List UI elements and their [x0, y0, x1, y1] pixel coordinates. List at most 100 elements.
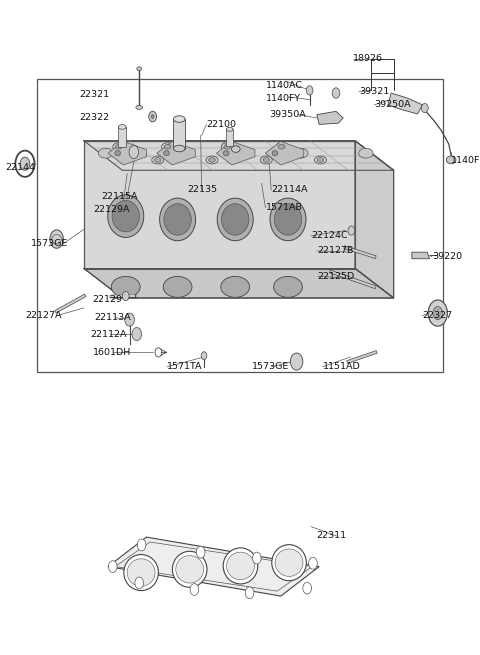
Ellipse shape [276, 143, 288, 151]
Circle shape [428, 300, 447, 326]
Ellipse shape [263, 158, 270, 162]
Ellipse shape [98, 148, 113, 158]
Ellipse shape [224, 144, 231, 149]
Text: 22129: 22129 [92, 295, 122, 304]
Polygon shape [157, 141, 195, 165]
Bar [37, 79, 443, 372]
Text: 22327: 22327 [422, 311, 453, 320]
Ellipse shape [221, 204, 249, 235]
Ellipse shape [227, 552, 254, 580]
Ellipse shape [260, 156, 272, 164]
Ellipse shape [274, 276, 302, 297]
Ellipse shape [127, 559, 155, 586]
Circle shape [15, 151, 35, 177]
Ellipse shape [272, 545, 306, 581]
Circle shape [149, 111, 156, 122]
Circle shape [290, 353, 303, 370]
Text: 22112A: 22112A [90, 329, 127, 339]
Polygon shape [317, 111, 343, 124]
Ellipse shape [278, 144, 285, 149]
Circle shape [332, 88, 340, 98]
Circle shape [155, 348, 162, 357]
Ellipse shape [164, 204, 191, 235]
Ellipse shape [164, 151, 169, 156]
Ellipse shape [231, 146, 240, 153]
Circle shape [306, 86, 313, 95]
Polygon shape [108, 141, 146, 165]
Text: 39220: 39220 [432, 252, 462, 261]
Circle shape [245, 587, 254, 599]
Ellipse shape [162, 143, 174, 151]
Polygon shape [108, 537, 319, 596]
Text: 18926: 18926 [353, 54, 383, 64]
Ellipse shape [270, 198, 306, 240]
Ellipse shape [294, 148, 308, 158]
Text: 22124C: 22124C [311, 231, 348, 240]
Polygon shape [355, 141, 394, 298]
Text: 1140AC: 1140AC [266, 81, 303, 90]
Circle shape [132, 328, 142, 341]
Circle shape [309, 557, 317, 569]
Text: 1571TA: 1571TA [167, 362, 203, 371]
Circle shape [108, 561, 117, 572]
Text: 1573GE: 1573GE [31, 239, 69, 248]
Ellipse shape [155, 158, 161, 162]
Ellipse shape [359, 148, 373, 158]
Text: 1140FY: 1140FY [266, 94, 301, 103]
Text: 22125D: 22125D [318, 272, 355, 281]
Ellipse shape [124, 555, 158, 591]
Text: 22135: 22135 [187, 185, 217, 195]
Ellipse shape [223, 548, 258, 584]
Circle shape [196, 546, 205, 558]
Ellipse shape [173, 145, 185, 152]
Ellipse shape [113, 143, 125, 151]
Text: 39250A: 39250A [374, 100, 411, 109]
Ellipse shape [111, 276, 140, 297]
Circle shape [252, 552, 261, 564]
Circle shape [303, 582, 312, 594]
Circle shape [20, 157, 30, 170]
Circle shape [151, 115, 154, 119]
Circle shape [122, 291, 129, 301]
Bar [173, 119, 185, 149]
Ellipse shape [314, 156, 326, 164]
Circle shape [433, 307, 443, 320]
Polygon shape [216, 141, 255, 165]
Text: 22321: 22321 [79, 90, 109, 100]
Bar [226, 129, 233, 145]
Ellipse shape [272, 151, 278, 156]
Ellipse shape [275, 549, 303, 576]
Bar [119, 127, 126, 147]
Circle shape [190, 584, 199, 595]
Text: 22129A: 22129A [94, 205, 130, 214]
Ellipse shape [137, 67, 142, 71]
Polygon shape [388, 93, 422, 114]
Ellipse shape [115, 144, 122, 149]
Ellipse shape [119, 124, 126, 129]
Circle shape [125, 313, 134, 326]
Text: 1151AD: 1151AD [323, 362, 360, 371]
Text: 39321: 39321 [359, 87, 389, 96]
Circle shape [129, 145, 139, 159]
Text: 22113A: 22113A [95, 313, 131, 322]
Text: 22311: 22311 [316, 531, 346, 540]
Polygon shape [84, 141, 355, 269]
Ellipse shape [112, 200, 139, 232]
Text: 22114A: 22114A [271, 185, 308, 195]
Ellipse shape [223, 151, 229, 156]
Ellipse shape [173, 116, 185, 122]
Ellipse shape [152, 156, 164, 164]
Text: 1601DH: 1601DH [93, 348, 131, 357]
Polygon shape [84, 269, 394, 298]
Ellipse shape [206, 156, 218, 164]
Ellipse shape [275, 204, 302, 235]
Circle shape [50, 230, 63, 248]
Text: 1140FH: 1140FH [451, 156, 480, 165]
Ellipse shape [226, 127, 233, 131]
Text: 22127B: 22127B [317, 246, 353, 255]
Ellipse shape [163, 148, 178, 158]
Text: 22115A: 22115A [101, 192, 137, 201]
Ellipse shape [317, 158, 324, 162]
Ellipse shape [164, 144, 171, 149]
Circle shape [348, 226, 355, 235]
